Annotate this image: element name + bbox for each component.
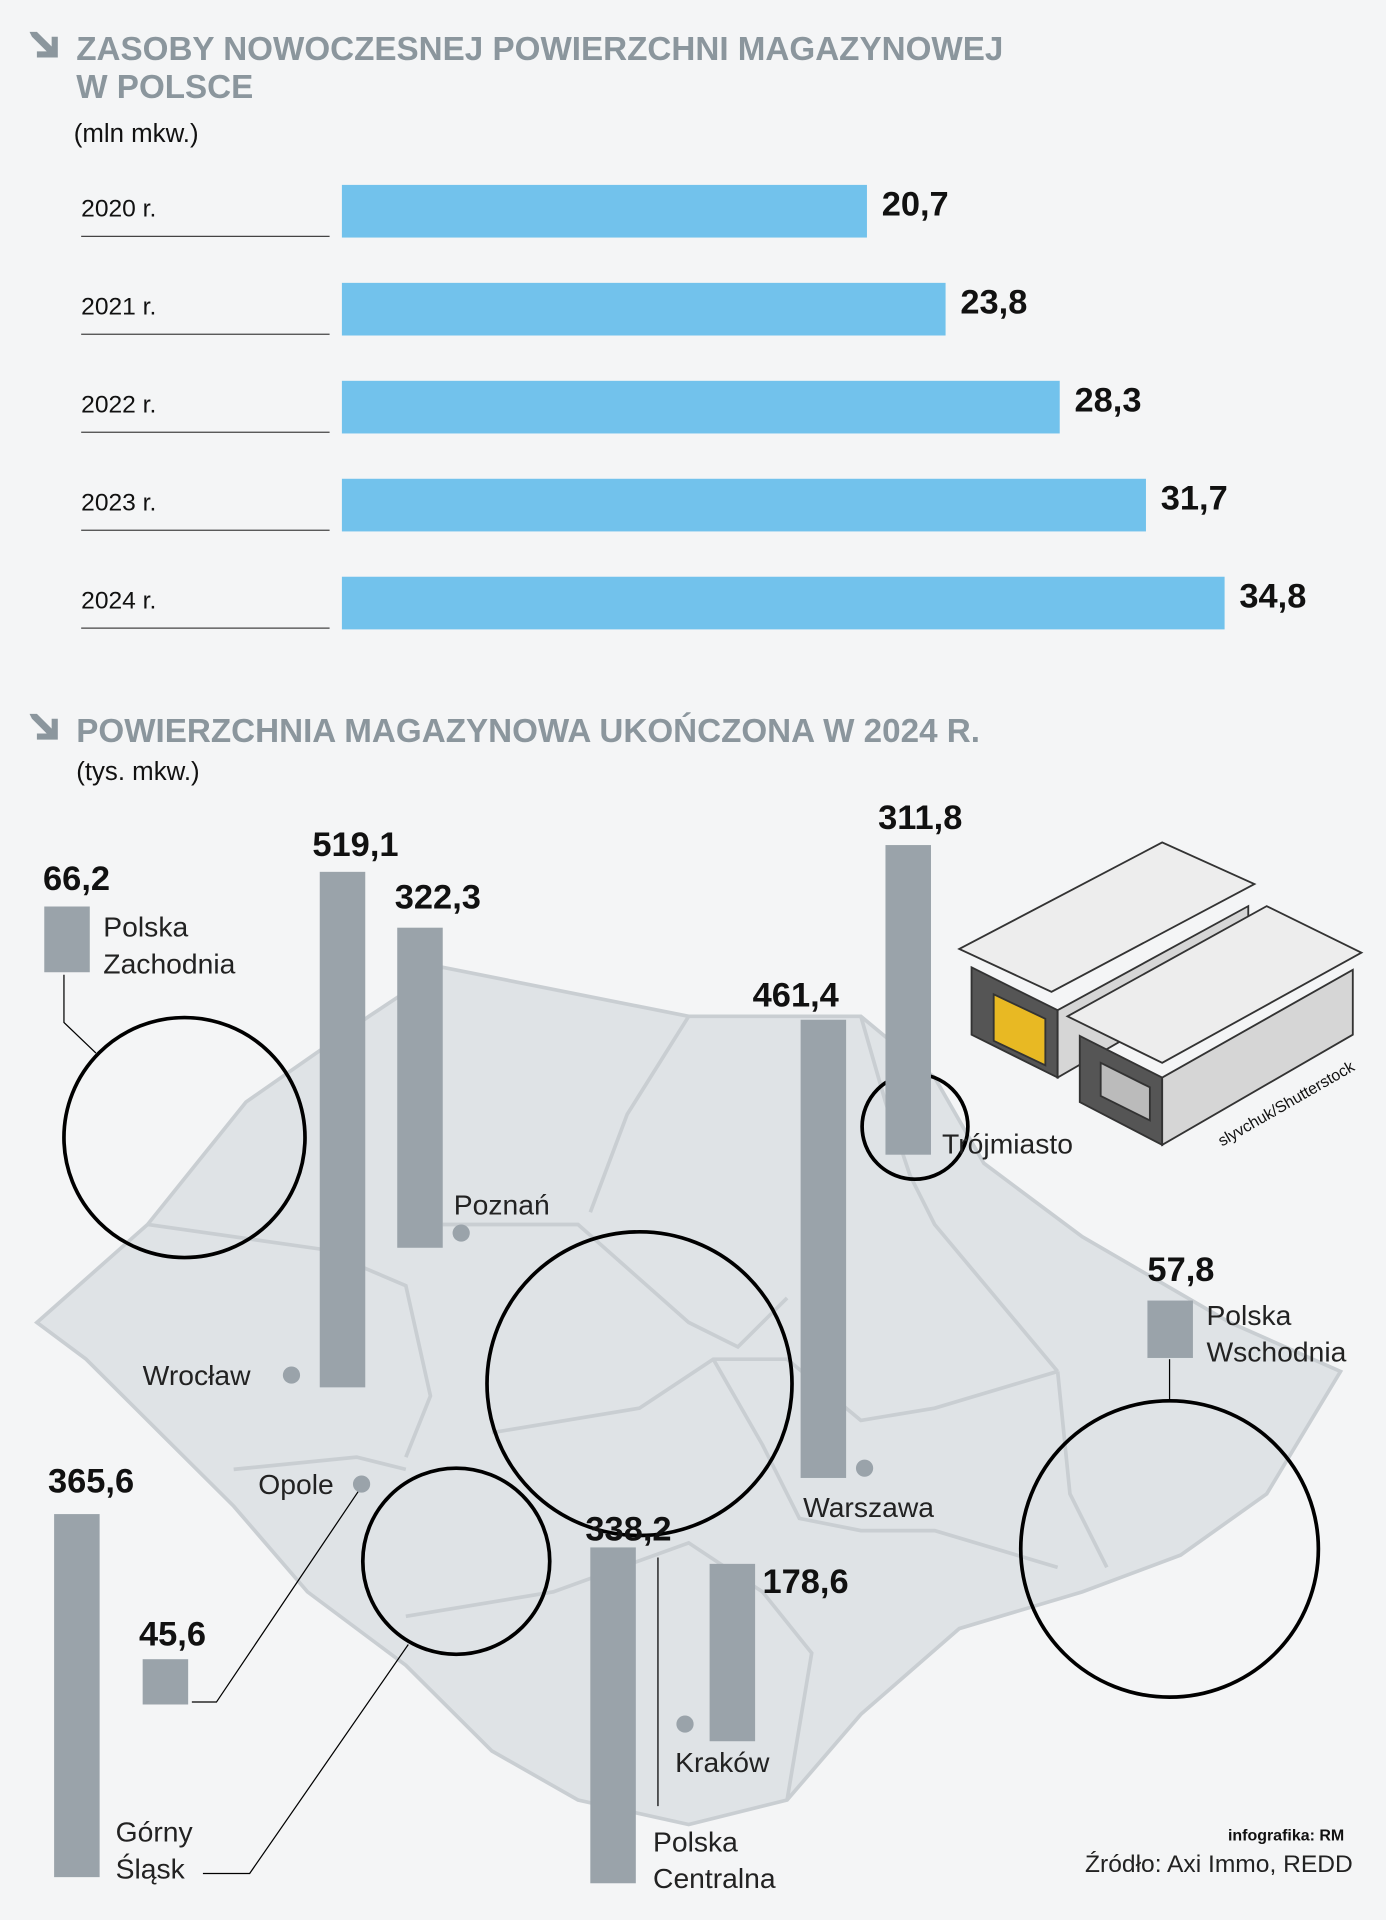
value-label: 519,1 <box>312 826 398 864</box>
city-dot <box>855 1459 874 1477</box>
region-label: Trójmiasto <box>942 1128 1073 1160</box>
value-label: 322,3 <box>395 879 481 917</box>
region-label: Polska Zachodnia <box>103 911 235 980</box>
chart-title: ZASOBY NOWOCZESNEJ POWIERZCHNI MAGAZYNOW… <box>76 31 1003 106</box>
region-label: Wrocław <box>143 1359 252 1391</box>
source: Źródło: Axi Immo, REDD <box>1085 1851 1353 1878</box>
value-label: 20,7 <box>882 186 949 224</box>
bar <box>885 845 931 1155</box>
bar <box>709 1563 756 1742</box>
bar <box>1147 1300 1193 1358</box>
bar <box>397 927 443 1248</box>
region-label: Poznań <box>454 1189 550 1221</box>
region-label: Polska Wschodnia <box>1206 1299 1346 1368</box>
warehouse-illustration <box>957 841 1364 1147</box>
bar <box>341 380 1060 434</box>
bar <box>800 1019 847 1478</box>
value-label: 178,6 <box>762 1563 848 1601</box>
chart-subtitle: (mln mkw.) <box>74 120 199 148</box>
region-label: Opole <box>258 1468 333 1500</box>
city-dot <box>282 1366 301 1384</box>
region-label: Warszawa <box>803 1491 934 1523</box>
region-label: Górny Śląsk <box>116 1816 194 1885</box>
category-label: 2022 r. <box>81 392 156 419</box>
value-label: 461,4 <box>753 977 839 1015</box>
bar <box>590 1547 636 1884</box>
bar <box>44 906 90 973</box>
value-label: 28,3 <box>1074 381 1141 419</box>
region-label: Polska Centralna <box>653 1825 776 1894</box>
bar <box>341 576 1225 630</box>
note: infografika: RM <box>1228 1827 1344 1844</box>
bar <box>341 184 867 238</box>
value-label: 365,6 <box>48 1463 134 1501</box>
value-label: 31,7 <box>1161 479 1228 517</box>
city-dot <box>452 1224 470 1242</box>
value-label: 34,8 <box>1239 577 1306 615</box>
chart-title: POWIERZCHNIA MAGAZYNOWA UKOŃCZONA W 2024… <box>76 712 980 750</box>
category-label: 2023 r. <box>81 490 156 517</box>
city-dot <box>676 1715 694 1733</box>
value-label: 66,2 <box>43 860 110 898</box>
city-dot <box>352 1475 371 1493</box>
bar <box>319 871 366 1388</box>
value-label: 23,8 <box>960 284 1027 322</box>
category-label: 2020 r. <box>81 196 156 223</box>
leader-lines <box>63 974 1171 1875</box>
title-icons <box>29 31 58 740</box>
bar <box>142 1659 189 1705</box>
value-label: 45,6 <box>139 1616 206 1654</box>
value-label: 338,2 <box>585 1510 671 1548</box>
chart-subtitle: (tys. mkw.) <box>76 758 199 786</box>
region-label: Kraków <box>675 1746 770 1778</box>
bar <box>341 282 946 336</box>
category-label: 2024 r. <box>81 588 156 615</box>
category-label: 2021 r. <box>81 294 156 321</box>
value-label: 311,8 <box>878 799 962 837</box>
bar <box>54 1514 100 1878</box>
value-label: 57,8 <box>1147 1251 1214 1289</box>
bar <box>341 478 1146 532</box>
